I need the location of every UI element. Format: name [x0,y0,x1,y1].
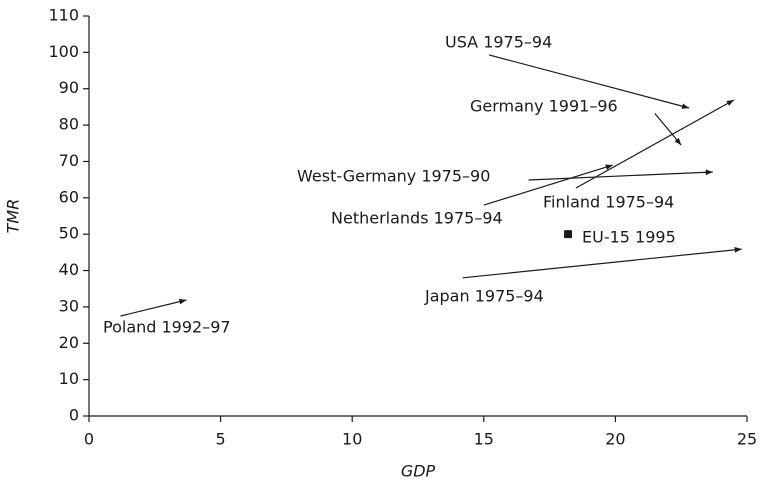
arrow-label: Japan 1975–94 [424,287,544,306]
y-tick-label: 60 [59,187,79,206]
y-tick-label: 100 [48,42,79,61]
arrow-label: Poland 1992–97 [103,318,231,337]
x-tick-label: 0 [84,430,94,449]
x-axis-label: GDP [401,462,436,481]
arrow [120,298,187,317]
arrow [528,169,713,181]
y-tick-label: 20 [59,333,79,352]
y-tick-label: 110 [48,6,79,25]
arrow-label: West-Germany 1975–90 [297,167,490,186]
y-tick-label: 80 [59,115,79,134]
x-tick-label: 20 [605,430,625,449]
y-tick-label: 30 [59,296,79,315]
point-label: EU-15 1995 [582,228,676,247]
y-tick-label: 0 [69,406,79,425]
y-tick-label: 90 [59,78,79,97]
x-tick-label: 5 [216,430,226,449]
y-tick-label: 50 [59,224,79,243]
arrow-label: Netherlands 1975–94 [331,209,503,228]
x-tick-label: 25 [737,430,757,449]
arrow [462,247,742,279]
point [564,230,573,239]
y-tick-label: 70 [59,151,79,170]
arrow [575,99,735,189]
arrow [488,54,690,109]
arrow [483,164,613,206]
arrow [654,113,682,146]
y-tick-label: 10 [59,369,79,388]
x-tick-label: 15 [474,430,494,449]
y-axis-label: TMR [4,199,23,234]
x-tick-label: 10 [342,430,362,449]
arrow-label: Germany 1991–96 [470,97,618,116]
arrow-label: Finland 1975–94 [543,193,674,212]
arrow-label: USA 1975–94 [445,33,552,52]
y-tick-label: 40 [59,260,79,279]
